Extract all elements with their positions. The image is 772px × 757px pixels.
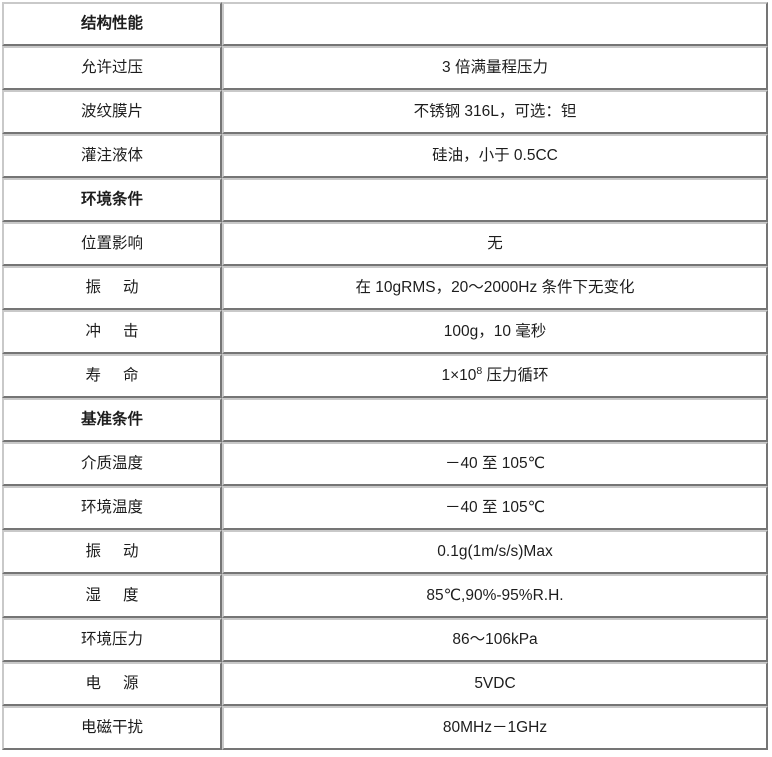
parameter-value-cell: 不锈钢 316L，可选：钽 (222, 90, 768, 134)
table-row: 灌注液体 硅油，小于 0.5CC (2, 134, 768, 178)
section-header-cell: 基准条件 (2, 398, 222, 442)
section-value-cell (222, 2, 768, 46)
table-row: 电磁干扰 80MHz－1GHz (2, 706, 768, 750)
parameter-value-cell: －40 至 105℃ (222, 442, 768, 486)
parameter-label-cell: 灌注液体 (2, 134, 222, 178)
parameter-label-text: 振动 (85, 278, 139, 296)
parameter-value-cell: 硅油，小于 0.5CC (222, 134, 768, 178)
parameter-label-cell: 环境温度 (2, 486, 222, 530)
parameter-value-cell: 100g，10 毫秒 (222, 310, 768, 354)
parameter-value-cell: 5VDC (222, 662, 768, 706)
table-row: 介质温度 －40 至 105℃ (2, 442, 768, 486)
parameter-label-cell: 介质温度 (2, 442, 222, 486)
section-header-cell: 结构性能 (2, 2, 222, 46)
parameter-value-cell: 85℃,90%-95%R.H. (222, 574, 768, 618)
table-row: 位置影响无 (2, 222, 768, 266)
table-row: 环境温度 －40 至 105℃ (2, 486, 768, 530)
parameter-label-text: 冲击 (85, 322, 139, 340)
parameter-label-cell: 湿度 (2, 574, 222, 618)
table-row: 波纹膜片 不锈钢 316L，可选：钽 (2, 90, 768, 134)
parameter-label-text: 寿命 (85, 366, 139, 384)
table-row: 电源 5VDC (2, 662, 768, 706)
table-row: 振动 0.1g(1m/s/s)Max (2, 530, 768, 574)
parameter-label-cell: 振动 (2, 530, 222, 574)
table-row: 基准条件 (2, 398, 768, 442)
parameter-value-cell: －40 至 105℃ (222, 486, 768, 530)
parameter-value-cell: 无 (222, 222, 768, 266)
parameter-label-cell: 允许过压 (2, 46, 222, 90)
parameter-value-cell: 3 倍满量程压力 (222, 46, 768, 90)
parameter-label-cell: 振动 (2, 266, 222, 310)
parameter-label-text: 湿度 (85, 586, 139, 604)
parameter-label-cell: 寿命 (2, 354, 222, 398)
parameter-label-text: 振动 (85, 542, 139, 560)
section-value-cell (222, 398, 768, 442)
table-row: 湿度 85℃,90%-95%R.H. (2, 574, 768, 618)
table-row: 寿命 1×108 压力循环 (2, 354, 768, 398)
parameter-label-cell: 冲击 (2, 310, 222, 354)
parameter-value-cell: 0.1g(1m/s/s)Max (222, 530, 768, 574)
parameter-label-cell: 波纹膜片 (2, 90, 222, 134)
table-row: 允许过压 3 倍满量程压力 (2, 46, 768, 90)
parameter-label-cell: 电源 (2, 662, 222, 706)
section-value-cell (222, 178, 768, 222)
table-row: 振动 在 10gRMS，20〜2000Hz 条件下无变化 (2, 266, 768, 310)
parameter-label-text: 电源 (85, 674, 139, 692)
parameter-label-cell: 位置影响 (2, 222, 222, 266)
parameter-label-cell: 电磁干扰 (2, 706, 222, 750)
parameter-value-cell: 86〜106kPa (222, 618, 768, 662)
table-row: 环境条件 (2, 178, 768, 222)
parameter-value-cell: 1×108 压力循环 (222, 354, 768, 398)
section-header-cell: 环境条件 (2, 178, 222, 222)
table-row: 冲击 100g，10 毫秒 (2, 310, 768, 354)
parameter-value-cell: 在 10gRMS，20〜2000Hz 条件下无变化 (222, 266, 768, 310)
parameter-value-text: 1×108 压力循环 (441, 364, 549, 384)
table-row: 环境压力 86〜106kPa (2, 618, 768, 662)
parameter-value-cell: 80MHz－1GHz (222, 706, 768, 750)
table-row: 结构性能 (2, 2, 768, 46)
parameter-label-cell: 环境压力 (2, 618, 222, 662)
